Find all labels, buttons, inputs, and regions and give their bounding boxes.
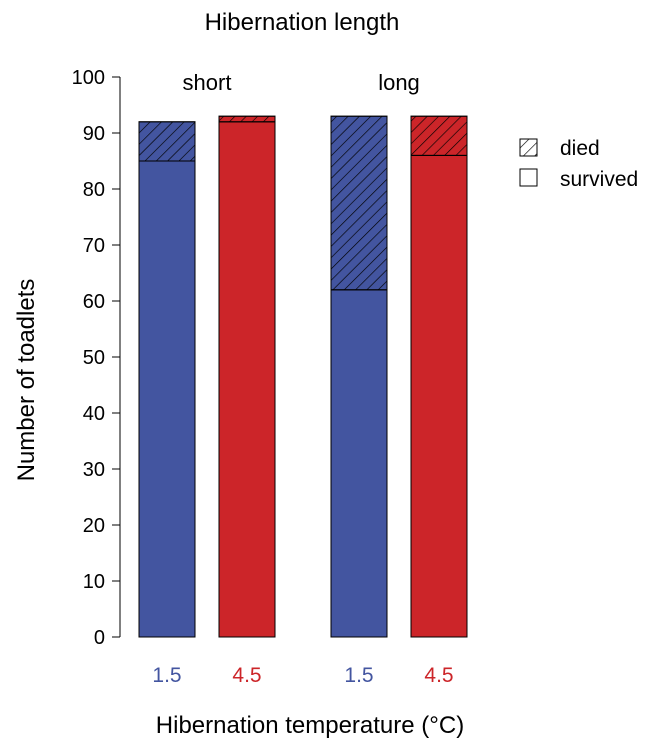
bar-died-hatch bbox=[138, 121, 196, 162]
category-labels: 1.5 4.5 1.5 4.5 bbox=[152, 664, 453, 687]
group-labels: short long bbox=[183, 70, 420, 95]
y-tick-label: 10 bbox=[83, 571, 105, 593]
y-tick-label: 30 bbox=[83, 459, 105, 481]
group-label: short bbox=[183, 70, 232, 95]
bar-survived bbox=[410, 154, 468, 638]
bars bbox=[138, 115, 468, 638]
legend: died survived bbox=[519, 137, 638, 191]
y-tick-label: 100 bbox=[72, 67, 105, 89]
category-label: 1.5 bbox=[344, 664, 373, 687]
y-axis-label: Number of toadlets bbox=[13, 279, 40, 482]
y-tick-label: 50 bbox=[83, 347, 105, 369]
x-axis-label: Hibernation temperature (°C) bbox=[156, 712, 464, 739]
bar-died-hatch bbox=[330, 115, 388, 291]
category-label: 1.5 bbox=[152, 664, 181, 687]
y-tick-label: 70 bbox=[83, 235, 105, 257]
y-tick-label: 0 bbox=[94, 627, 105, 649]
bar-survived bbox=[218, 121, 276, 638]
category-label: 4.5 bbox=[232, 664, 261, 687]
y-axis: 0 10 20 30 40 50 60 70 80 90 100 bbox=[72, 67, 121, 649]
y-tick-label: 90 bbox=[83, 123, 105, 145]
legend-swatch-died bbox=[519, 138, 538, 157]
chart-title: Hibernation length bbox=[205, 9, 400, 36]
y-tick-label: 40 bbox=[83, 403, 105, 425]
category-label: 4.5 bbox=[424, 664, 453, 687]
legend-swatch-survived bbox=[519, 168, 538, 187]
y-tick-label: 60 bbox=[83, 291, 105, 313]
bar-survived bbox=[138, 160, 196, 638]
y-tick-label: 80 bbox=[83, 179, 105, 201]
group-label: long bbox=[378, 70, 420, 95]
bar-survived bbox=[330, 289, 388, 638]
y-tick-label: 20 bbox=[83, 515, 105, 537]
legend-label-survived: survived bbox=[560, 168, 638, 191]
legend-label-died: died bbox=[560, 137, 600, 160]
bar-died-hatch bbox=[410, 115, 468, 156]
bar-died-hatch bbox=[218, 115, 276, 123]
